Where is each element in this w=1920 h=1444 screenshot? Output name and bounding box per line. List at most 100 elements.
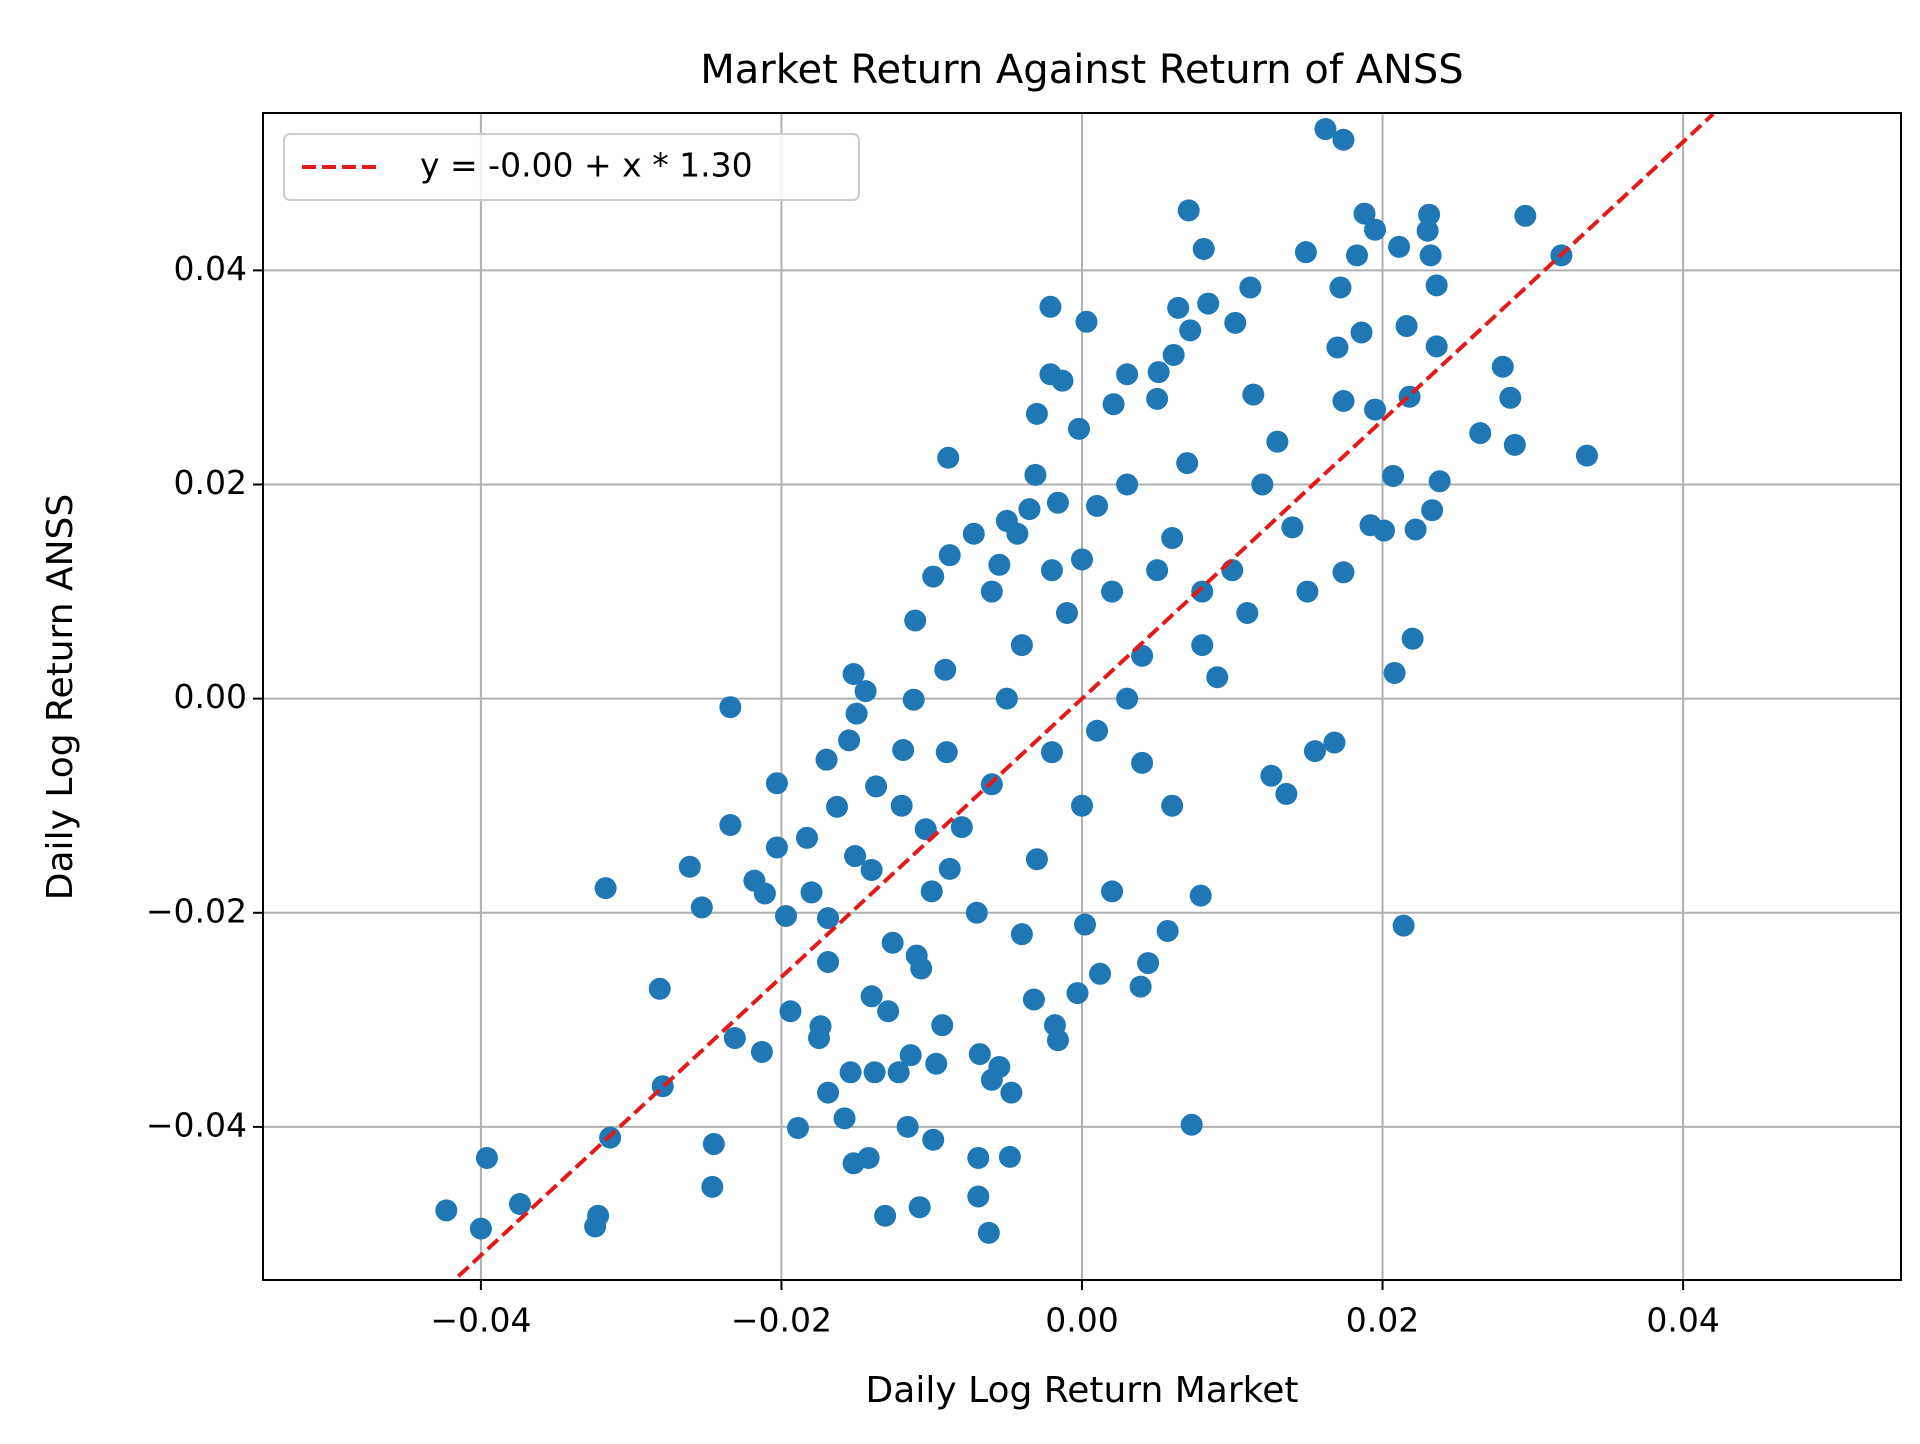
scatter-point: [935, 741, 958, 764]
scatter-point: [896, 1115, 919, 1138]
scatter-point: [874, 1204, 897, 1227]
scatter-point: [1275, 782, 1298, 805]
scatter-point: [1191, 634, 1214, 657]
scatter-point: [1000, 1081, 1023, 1104]
scatter-point: [842, 663, 865, 686]
scatter-point: [1350, 321, 1373, 344]
x-tick-label: 0.02: [1346, 1301, 1419, 1340]
x-tick-label: −0.04: [430, 1301, 531, 1340]
scatter-point: [998, 1145, 1021, 1168]
scatter-point: [1404, 518, 1427, 541]
scatter-point: [1421, 499, 1444, 522]
grid: [263, 113, 1901, 1280]
scatter-point: [1071, 794, 1093, 817]
y-tick-label: 0.00: [174, 677, 247, 716]
scatter-point: [1323, 731, 1346, 754]
legend-box: [283, 133, 860, 201]
legend: y = -0.00 + x * 1.30: [283, 133, 860, 201]
scatter-point: [1419, 244, 1442, 267]
scatter-point: [809, 1015, 832, 1038]
scatter-point: [1039, 295, 1062, 318]
scatter-point: [838, 729, 861, 752]
scatter-point: [854, 680, 877, 703]
scatter-point: [587, 1204, 610, 1227]
scatter-point: [774, 904, 797, 927]
scatter-point: [1373, 519, 1396, 542]
scatter-point: [1086, 719, 1109, 742]
scatter-point: [1116, 473, 1139, 496]
scatter-point: [1236, 601, 1259, 624]
scatter-point: [1075, 310, 1098, 333]
scatter-point: [980, 580, 1003, 603]
scatter-point: [750, 1040, 773, 1063]
scatter-point: [648, 977, 671, 1000]
scatter-point: [1382, 464, 1405, 487]
scatter-point: [1161, 794, 1184, 817]
axes-frame: [262, 112, 1902, 1281]
scatter-point: [1025, 848, 1048, 871]
scatter-point: [833, 1107, 856, 1130]
scatter-point: [753, 882, 776, 905]
scatter-point: [1364, 218, 1387, 241]
scatter-point: [1251, 473, 1274, 496]
scatter-point: [1146, 387, 1169, 410]
scatter-point: [1416, 219, 1439, 242]
scatter-point: [863, 1061, 886, 1084]
scatter-point: [1469, 422, 1492, 445]
scatter-point: [937, 446, 960, 469]
y-tick-label: 0.04: [174, 249, 247, 288]
scatter-point: [690, 896, 713, 919]
scatter-point: [1129, 975, 1152, 998]
scatter-point: [905, 944, 928, 967]
scatter-point: [844, 845, 867, 868]
scatter-point: [1046, 491, 1069, 514]
scatter-point: [988, 1055, 1011, 1078]
scatter-point: [890, 794, 913, 817]
scatter-point: [1086, 494, 1109, 517]
scatter-point: [1221, 559, 1244, 582]
scatter-point: [800, 881, 823, 904]
scatter-point: [1392, 914, 1415, 937]
scatter-point: [786, 1116, 809, 1139]
scatter-point: [1006, 522, 1029, 545]
scatter-point: [1303, 740, 1326, 763]
scatter-point: [723, 1027, 746, 1050]
scatter-point: [1040, 741, 1063, 764]
scatter-point: [1332, 561, 1355, 584]
scatter-point: [1180, 1113, 1203, 1136]
x-tick-label: 0.00: [1045, 1301, 1118, 1340]
scatter-point: [1089, 962, 1112, 985]
scatter-point: [1206, 666, 1229, 689]
scatter-point: [1161, 527, 1184, 550]
scatter-point: [1010, 634, 1033, 657]
scatter-point: [1266, 430, 1289, 453]
scatter-point: [1294, 241, 1317, 264]
scatter-point: [1388, 235, 1411, 258]
scatter-point: [508, 1192, 531, 1215]
scatter-point: [1326, 336, 1349, 359]
scatter-point: [1116, 363, 1139, 386]
scatter-point: [1401, 627, 1424, 650]
scatter-point: [1040, 559, 1063, 582]
scatter-point: [968, 1043, 991, 1066]
scatter-point: [1197, 292, 1220, 315]
scatter-point: [1395, 315, 1418, 338]
y-tick-label: 0.02: [174, 463, 247, 502]
scatter-point: [857, 1146, 880, 1169]
scatter-point: [962, 522, 985, 545]
scatter-point: [1146, 559, 1169, 582]
scatter-point: [1491, 355, 1514, 378]
scatter-point: [1179, 319, 1202, 342]
scatter-point: [1167, 296, 1190, 319]
scatter-point: [779, 1000, 802, 1023]
scatter-point: [1116, 687, 1139, 710]
scatter-point: [765, 836, 788, 859]
scatter-point: [908, 1196, 931, 1219]
scatter-point: [435, 1199, 458, 1222]
scatter-point: [977, 1221, 1000, 1244]
scatter-point: [469, 1217, 492, 1240]
scatter-point: [1131, 751, 1154, 774]
fit-line: [456, 113, 1715, 1278]
scatter-point: [817, 951, 840, 974]
scatter-point: [1418, 203, 1441, 226]
